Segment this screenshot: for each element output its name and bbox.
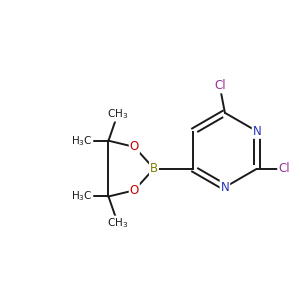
Text: O: O xyxy=(130,140,139,153)
Text: H$_3$C: H$_3$C xyxy=(71,134,92,148)
Text: O: O xyxy=(130,184,139,197)
Text: CH$_3$: CH$_3$ xyxy=(107,107,128,121)
Text: Cl: Cl xyxy=(278,162,290,175)
Text: H$_3$C: H$_3$C xyxy=(71,190,92,203)
Text: CH$_3$: CH$_3$ xyxy=(107,217,128,230)
Text: N: N xyxy=(220,181,229,194)
Text: B: B xyxy=(150,162,158,175)
Text: N: N xyxy=(253,125,262,138)
Text: Cl: Cl xyxy=(214,80,226,92)
